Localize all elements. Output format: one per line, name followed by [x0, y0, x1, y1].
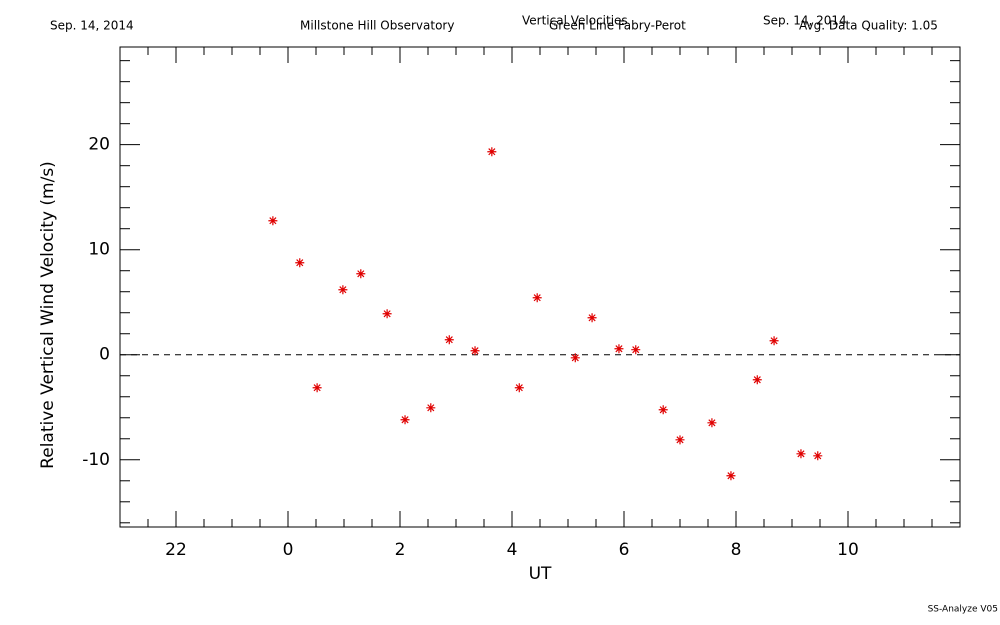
point — [813, 451, 823, 461]
point — [514, 383, 524, 393]
point — [426, 403, 436, 413]
point — [356, 269, 366, 279]
point — [707, 418, 717, 428]
x-tick-label: 2 — [395, 540, 406, 560]
right-date: Sep. 14, 2014 — [763, 14, 847, 28]
point — [295, 258, 305, 268]
point — [470, 346, 480, 356]
point — [312, 383, 322, 393]
point — [444, 335, 454, 345]
y-tick-label: 20 — [88, 135, 110, 155]
point — [532, 293, 542, 303]
x-tick-label: 0 — [283, 540, 294, 560]
point — [726, 471, 736, 481]
left-date: Sep. 14, 2014 — [50, 19, 134, 33]
y-tick-label: 0 — [99, 345, 110, 365]
x-tick-label: 22 — [165, 540, 187, 560]
point — [675, 435, 685, 445]
x-tick-label: 10 — [837, 540, 859, 560]
y-tick-label: -10 — [82, 450, 110, 470]
point — [796, 449, 806, 459]
point — [338, 285, 348, 295]
instrument: Green Line Fabry-Perot — [549, 19, 686, 33]
point — [587, 313, 597, 323]
data-quality: Avg. Data Quality: 1.05 — [799, 19, 938, 33]
point — [658, 405, 668, 415]
point — [400, 415, 410, 425]
chart-title: Vertical Velocities — [522, 14, 628, 28]
point — [631, 345, 641, 355]
point — [769, 336, 779, 346]
x-tick-label: 4 — [507, 540, 518, 560]
point — [614, 344, 624, 354]
point — [752, 375, 762, 385]
y-tick-label: 10 — [88, 240, 110, 260]
y-axis-label: Relative Vertical Wind Velocity (m/s) — [38, 161, 58, 469]
x-tick-label: 8 — [731, 540, 742, 560]
point — [382, 309, 392, 319]
point — [268, 216, 278, 226]
x-tick-label: 6 — [619, 540, 630, 560]
observatory: Millstone Hill Observatory — [300, 19, 454, 33]
point — [487, 147, 497, 157]
footer: SS-Analyze V05 — [928, 605, 998, 615]
point — [570, 353, 580, 363]
x-axis-label: UT — [529, 564, 552, 584]
